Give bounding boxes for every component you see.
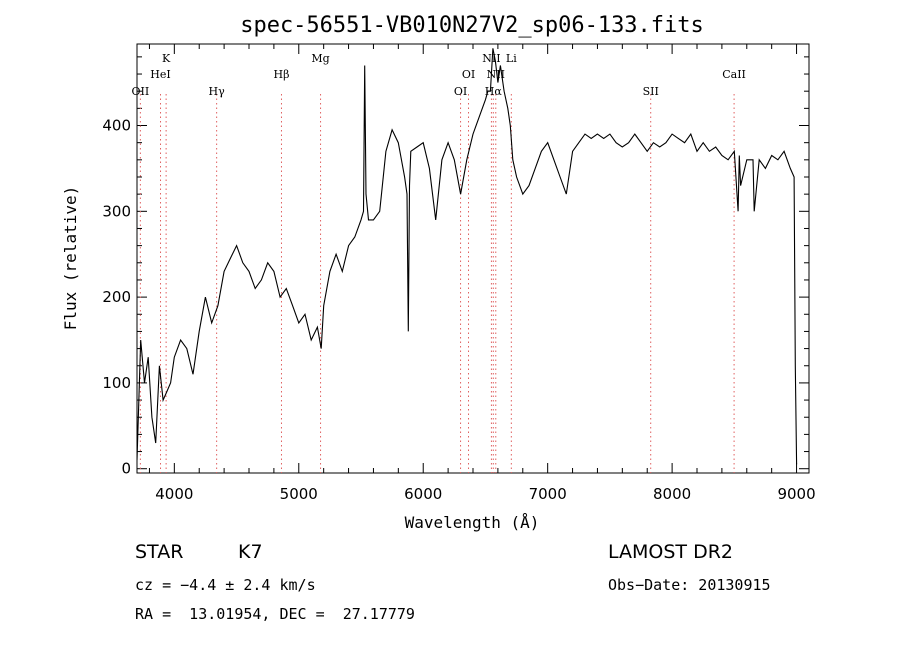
spectrum-chart: spec-56551-VB010N27V2_sp06-133.fits 4000… [61,13,816,532]
x-tick-label: 8000 [653,485,691,503]
y-axis-label: Flux (relative) [61,186,80,331]
x-tick-label: 9000 [777,485,815,503]
redshift-cz: cz = −4.4 ± 2.4 km/s [135,576,316,594]
plot-frame [136,43,810,474]
chart-title: spec-56551-VB010N27V2_sp06-133.fits [240,13,704,38]
plot-area: 4000 5000 6000 7000 8000 9000 0 100 200 300 400 OII… [102,43,816,503]
y-tick-label: 400 [102,117,131,135]
spectral-line-label: OI [462,68,475,81]
x-tick-label: 7000 [529,485,567,503]
y-tick-label: 100 [102,374,131,392]
spectral-line-label: Mg [311,52,329,65]
x-axis-label: Wavelength (Å) [405,513,540,532]
spectral-line-label: Hα [485,85,503,98]
y-tick-label: 0 [121,460,131,478]
survey-name: LAMOST DR2 [608,541,733,563]
x-tick-label: 5000 [280,485,318,503]
obs-date: Obs−Date: 20130915 [608,576,771,594]
x-tick-label: 4000 [155,485,193,503]
object-subclass: K7 [238,541,263,563]
spectral-line-label: SII [643,85,659,98]
spectral-line-label: Li [506,52,517,65]
x-tick-label: 6000 [404,485,442,503]
spectral-line-label: HeI [150,68,170,81]
spectral-line-label: OI [454,85,467,98]
spectrum-series-line [137,48,798,465]
object-class: STAR [135,541,184,563]
spectral-line-label: CaII [722,68,746,81]
spectral-line-label: K [162,52,171,65]
spectral-line-label: OII [132,85,150,98]
y-tick-label: 300 [102,202,131,220]
y-tick-label: 200 [102,288,131,306]
coordinates: RA = 13.01954, DEC = 27.17779 [135,605,415,623]
spectral-line-label: Hβ [274,68,290,81]
spectral-line-label: Hγ [209,85,226,98]
spectral-line-label: NII [482,52,500,65]
